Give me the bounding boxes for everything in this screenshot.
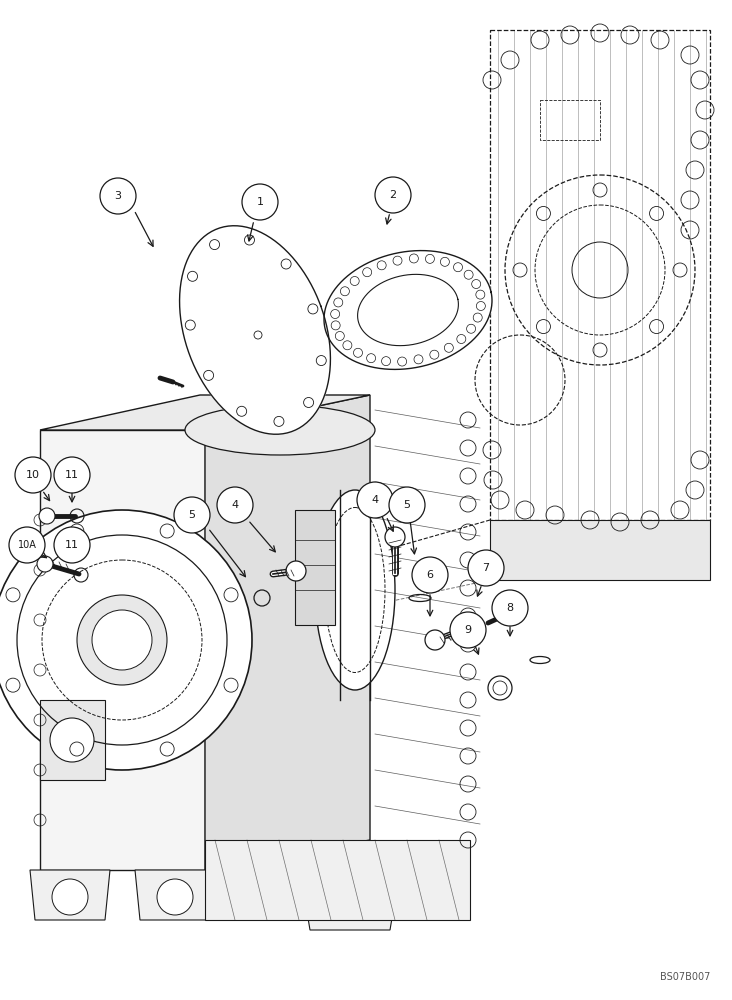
Circle shape — [9, 527, 45, 563]
Polygon shape — [205, 395, 370, 870]
Circle shape — [377, 261, 386, 270]
Circle shape — [217, 487, 253, 523]
Circle shape — [350, 276, 359, 285]
Circle shape — [286, 561, 306, 581]
Circle shape — [504, 607, 516, 619]
Circle shape — [425, 254, 434, 263]
Circle shape — [488, 676, 512, 700]
Text: 10A: 10A — [18, 540, 37, 550]
Polygon shape — [179, 226, 330, 434]
Circle shape — [100, 178, 136, 214]
Circle shape — [381, 357, 391, 366]
Circle shape — [242, 184, 278, 220]
Text: 3: 3 — [114, 191, 122, 201]
Circle shape — [54, 527, 90, 563]
Circle shape — [389, 487, 425, 523]
Circle shape — [425, 630, 445, 650]
Circle shape — [357, 482, 393, 518]
Circle shape — [316, 356, 326, 366]
Circle shape — [367, 354, 376, 363]
Ellipse shape — [315, 490, 395, 690]
Text: 2: 2 — [389, 190, 397, 200]
Bar — [205, 840, 470, 920]
Circle shape — [362, 268, 372, 277]
Circle shape — [187, 271, 198, 281]
Circle shape — [397, 357, 407, 366]
Text: BS07B007: BS07B007 — [660, 972, 710, 982]
Circle shape — [343, 341, 352, 350]
Circle shape — [457, 335, 466, 344]
Circle shape — [375, 177, 411, 213]
Polygon shape — [40, 395, 370, 430]
Circle shape — [414, 355, 423, 364]
Circle shape — [185, 320, 195, 330]
Circle shape — [393, 256, 402, 265]
Circle shape — [473, 313, 482, 322]
Circle shape — [409, 254, 419, 263]
Circle shape — [331, 321, 340, 330]
Polygon shape — [358, 274, 458, 346]
Text: 7: 7 — [482, 563, 490, 573]
Text: 6: 6 — [427, 570, 433, 580]
Circle shape — [77, 595, 167, 685]
Circle shape — [466, 324, 476, 333]
Bar — [295, 510, 335, 625]
Polygon shape — [135, 870, 215, 920]
Circle shape — [471, 280, 481, 289]
Bar — [540, 100, 600, 140]
Circle shape — [450, 612, 486, 648]
Circle shape — [244, 235, 255, 245]
Circle shape — [385, 527, 405, 547]
Circle shape — [37, 556, 53, 572]
Circle shape — [412, 557, 448, 593]
Polygon shape — [40, 430, 205, 870]
Circle shape — [335, 331, 344, 340]
Ellipse shape — [185, 405, 375, 455]
Circle shape — [464, 270, 473, 279]
Text: 8: 8 — [507, 603, 514, 613]
Circle shape — [468, 550, 504, 586]
Circle shape — [157, 879, 193, 915]
Polygon shape — [40, 700, 105, 780]
Circle shape — [454, 263, 463, 272]
Text: 1: 1 — [256, 197, 264, 207]
Text: 4: 4 — [371, 495, 378, 505]
Circle shape — [281, 259, 291, 269]
Circle shape — [209, 240, 220, 250]
Circle shape — [203, 370, 214, 380]
Polygon shape — [324, 251, 492, 369]
Circle shape — [54, 457, 90, 493]
Text: 11: 11 — [65, 470, 79, 480]
Circle shape — [50, 718, 94, 762]
Circle shape — [0, 510, 252, 770]
Circle shape — [274, 416, 284, 426]
Circle shape — [476, 290, 485, 299]
Text: 5: 5 — [189, 510, 195, 520]
Circle shape — [441, 257, 449, 266]
Circle shape — [331, 310, 340, 319]
Circle shape — [52, 879, 88, 915]
Circle shape — [444, 343, 453, 352]
Circle shape — [334, 298, 343, 307]
Circle shape — [354, 348, 362, 357]
Text: 5: 5 — [403, 500, 411, 510]
Circle shape — [15, 457, 51, 493]
Circle shape — [477, 301, 485, 310]
Circle shape — [430, 350, 438, 359]
Text: 11: 11 — [65, 540, 79, 550]
Polygon shape — [490, 520, 710, 580]
Text: 10: 10 — [26, 470, 40, 480]
Circle shape — [492, 590, 528, 626]
Circle shape — [340, 287, 349, 296]
Circle shape — [39, 508, 55, 524]
Circle shape — [174, 497, 210, 533]
Circle shape — [304, 397, 313, 407]
Text: 4: 4 — [231, 500, 239, 510]
Polygon shape — [300, 870, 400, 930]
Circle shape — [92, 610, 152, 670]
Text: 9: 9 — [464, 625, 471, 635]
Polygon shape — [30, 870, 110, 920]
Circle shape — [236, 406, 247, 416]
Circle shape — [308, 304, 318, 314]
